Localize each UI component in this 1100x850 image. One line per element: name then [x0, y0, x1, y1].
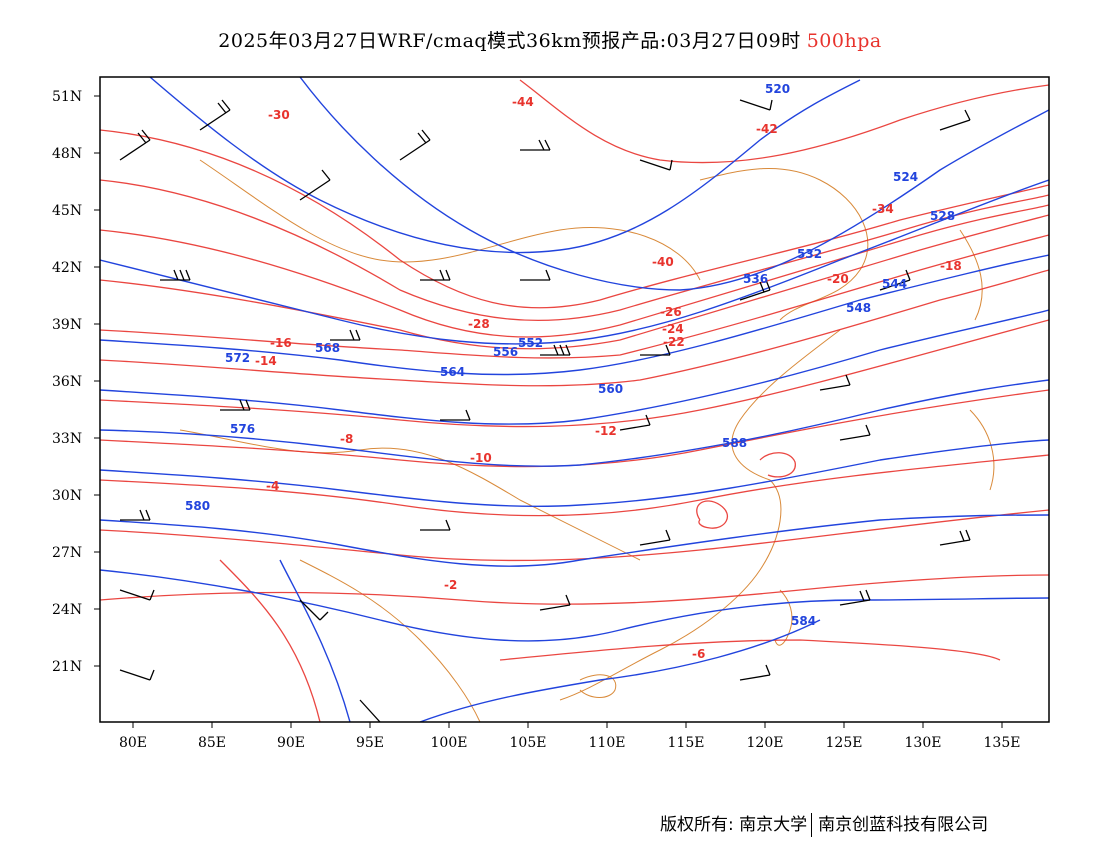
footer-divider: [811, 813, 813, 837]
coastline-layer: [179, 159, 995, 722]
title-level: 500hpa: [806, 30, 882, 52]
height-label: 544: [882, 277, 907, 291]
longitude-axis: 80E 85E 90E 95E 100E 105E 110E 115E 120E…: [119, 722, 1021, 751]
temperature-label: -8: [340, 432, 353, 446]
temperature-label: -24: [662, 322, 684, 336]
temperature-label: -28: [468, 317, 490, 331]
lon-label: 120E: [747, 735, 784, 751]
latitude-axis: 51N 48N 45N 42N 39N 36N 33N 30N 27N 24N …: [52, 89, 100, 675]
temperature-label: -10: [470, 451, 492, 465]
chart-title: 2025年03月27日WRF/cmaq模式36km预报产品:03月27日09时 5…: [0, 26, 1100, 53]
temperature-label: -26: [660, 305, 682, 319]
lat-label: 30N: [52, 488, 82, 504]
lat-label: 48N: [52, 146, 82, 162]
lon-label: 105E: [510, 735, 547, 751]
height-label: 580: [185, 499, 210, 513]
lon-label: 115E: [668, 735, 705, 751]
height-label: 576: [230, 422, 255, 436]
temperature-label: -40: [652, 255, 674, 269]
height-label: 552: [518, 336, 543, 350]
lat-label: 21N: [52, 659, 82, 675]
height-label: 536: [743, 272, 768, 286]
temperature-label: -44: [512, 95, 534, 109]
temperature-label: -14: [255, 354, 277, 368]
lat-label: 27N: [52, 545, 82, 561]
footer-left: 版权所有: 南京大学: [660, 815, 808, 835]
temperature-label: -16: [270, 336, 292, 350]
plot-frame: [99, 76, 1050, 723]
temperature-contours: [100, 79, 1049, 722]
lon-label: 85E: [198, 735, 226, 751]
contour-labels: 520 524 528 532 536 544 548 552 556 560 …: [185, 82, 962, 661]
temperature-label: -12: [595, 424, 617, 438]
temperature-label: -20: [827, 272, 849, 286]
lon-label: 80E: [119, 735, 147, 751]
height-label: 528: [930, 209, 955, 223]
height-label: 568: [315, 341, 340, 355]
lon-label: 110E: [589, 735, 626, 751]
temperature-label: -42: [756, 122, 778, 136]
copyright-footer: 版权所有: 南京大学 南京创蓝科技有限公司: [660, 810, 988, 837]
footer-right: 南京创蓝科技有限公司: [818, 815, 989, 835]
lon-label: 135E: [984, 735, 1021, 751]
temperature-label: -22: [663, 335, 685, 349]
temperature-label: -6: [692, 647, 705, 661]
lon-label: 125E: [826, 735, 863, 751]
height-label: 564: [440, 365, 465, 379]
lon-label: 100E: [431, 735, 468, 751]
height-label: 584: [791, 614, 816, 628]
height-label: 520: [765, 82, 790, 96]
lon-label: 95E: [356, 735, 384, 751]
height-label: 548: [846, 301, 871, 315]
height-label: 524: [893, 170, 918, 184]
temperature-label: -34: [872, 202, 894, 216]
temperature-label: -18: [940, 259, 962, 273]
title-main: 2025年03月27日WRF/cmaq模式36km预报产品:03月27日09时: [218, 30, 801, 52]
lat-label: 24N: [52, 602, 82, 618]
lat-label: 39N: [52, 317, 82, 333]
lat-label: 51N: [52, 89, 82, 105]
lon-label: 90E: [277, 735, 305, 751]
temperature-label: -2: [444, 578, 457, 592]
height-label: 560: [598, 382, 623, 396]
lat-label: 45N: [52, 203, 82, 219]
lat-label: 33N: [52, 431, 82, 447]
wind-barbs: [119, 99, 971, 722]
lon-label: 130E: [905, 735, 942, 751]
height-contours: [100, 77, 1049, 722]
height-label: 572: [225, 351, 250, 365]
lat-label: 42N: [52, 260, 82, 276]
height-label: 532: [797, 247, 822, 261]
lat-label: 36N: [52, 374, 82, 390]
temperature-label: -4: [266, 479, 279, 493]
height-label: 556: [493, 345, 518, 359]
temperature-label: -30: [268, 108, 290, 122]
height-label: 588: [722, 436, 747, 450]
